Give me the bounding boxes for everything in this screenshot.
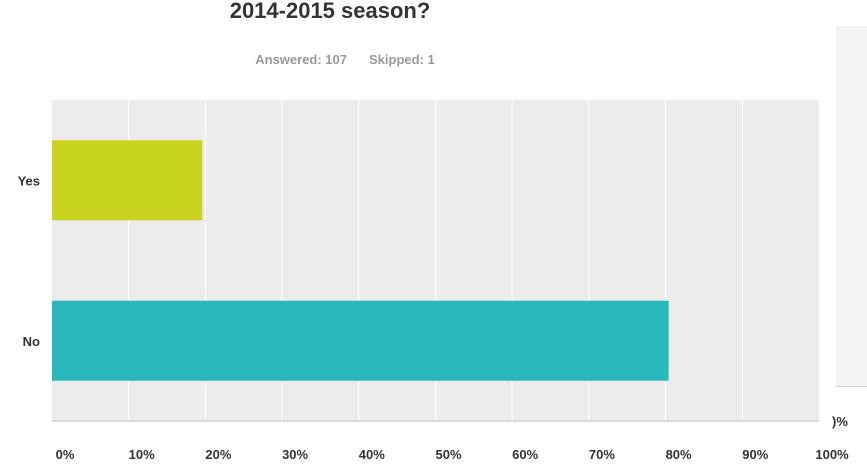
x-tick-label: 30%	[282, 447, 308, 462]
skipped-count: Skipped: 1	[369, 52, 435, 67]
response-stats: Answered: 107 Skipped: 1	[0, 52, 690, 67]
x-tick-label: 100%	[815, 447, 849, 462]
x-tick-label: 10%	[129, 447, 155, 462]
x-tick-label: 40%	[359, 447, 385, 462]
x-tick-label: 70%	[589, 447, 615, 462]
chart-title: 2014-2015 season?	[229, 0, 431, 23]
x-tick-label: 0%	[56, 447, 75, 462]
answered-count: Answered: 107	[255, 52, 347, 67]
x-tick-label: 90%	[742, 447, 768, 462]
x-tick-label: 20%	[205, 447, 231, 462]
adjacent-chart-axis	[836, 386, 867, 387]
bar-yes	[52, 140, 203, 221]
adjacent-chart-tick-label: )%	[832, 414, 848, 429]
x-tick-label: 60%	[512, 447, 538, 462]
category-label: No	[23, 334, 40, 349]
bar-no	[52, 300, 669, 381]
x-tick-label: 80%	[666, 447, 692, 462]
x-tick-label: 50%	[435, 447, 461, 462]
category-label: Yes	[18, 173, 40, 188]
adjacent-chart-panel	[836, 26, 867, 386]
